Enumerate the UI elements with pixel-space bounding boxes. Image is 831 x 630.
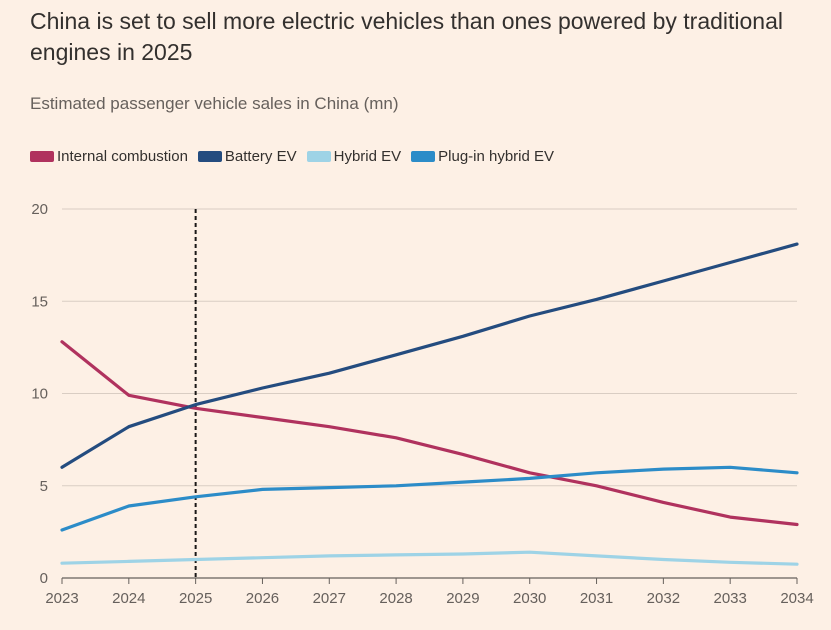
y-tick-label-20: 20 — [31, 201, 48, 218]
chart-title: China is set to sell more electric vehic… — [30, 8, 783, 65]
legend-item-hybrid-ev: Hybrid EV — [306, 148, 402, 165]
x-tick-label-2025: 2025 — [179, 590, 212, 607]
legend-item-battery-ev: Battery EV — [197, 148, 297, 165]
gridlines — [62, 208, 797, 579]
legend-label-hybrid-ev: Hybrid EV — [333, 148, 402, 165]
x-tick-label-2031: 2031 — [580, 590, 613, 607]
legend-swatch-plug-in-hybrid-ev — [411, 151, 436, 162]
legend-label-internal-combustion: Internal combustion — [57, 148, 188, 165]
x-tick-label-2032: 2032 — [647, 590, 680, 607]
legend-label-battery-ev: Battery EV — [224, 148, 297, 165]
x-tick-label-2029: 2029 — [446, 590, 479, 607]
x-tick-label-2026: 2026 — [246, 590, 279, 607]
series-line-hev — [60, 550, 799, 566]
x-tick-label-2023: 2023 — [45, 590, 78, 607]
x-axis-tick-labels: 2023 2024 2025 2026 2027 2028 2029 2030 2031 2032… — [45, 578, 814, 607]
x-tick-label-2024: 2024 — [112, 590, 145, 607]
series-line-bev — [60, 242, 799, 469]
series-line-ice — [60, 340, 799, 527]
y-tick-label-5: 5 — [40, 478, 48, 495]
x-tick-label-2027: 2027 — [313, 590, 346, 607]
y-tick-label-15: 15 — [31, 293, 48, 310]
legend: Internal combustion Battery EV Hybrid EV… — [30, 148, 564, 165]
x-tick-label-2030: 2030 — [513, 590, 546, 607]
legend-swatch-internal-combustion — [30, 151, 54, 162]
legend-label-plug-in-hybrid-ev: Plug-in hybrid EV — [438, 148, 555, 165]
y-tick-label-0: 0 — [40, 570, 48, 587]
y-tick-label-10: 10 — [31, 386, 48, 403]
chart-subtitle: Estimated passenger vehicle sales in Chi… — [30, 94, 399, 113]
legend-swatch-battery-ev — [197, 151, 222, 162]
x-tick-label-2033: 2033 — [713, 590, 746, 607]
x-tick-label-2034: 2034 — [780, 590, 813, 607]
x-tick-label-2028: 2028 — [379, 590, 412, 607]
legend-item-plug-in-hybrid-ev: Plug-in hybrid EV — [411, 148, 554, 165]
legend-item-internal-combustion: Internal combustion — [30, 148, 188, 165]
series-lines — [60, 242, 799, 566]
series-line-phev — [60, 465, 799, 532]
legend-swatch-hybrid-ev — [306, 151, 331, 162]
y-axis-tick-labels: 0 5 10 15 20 — [31, 201, 48, 587]
